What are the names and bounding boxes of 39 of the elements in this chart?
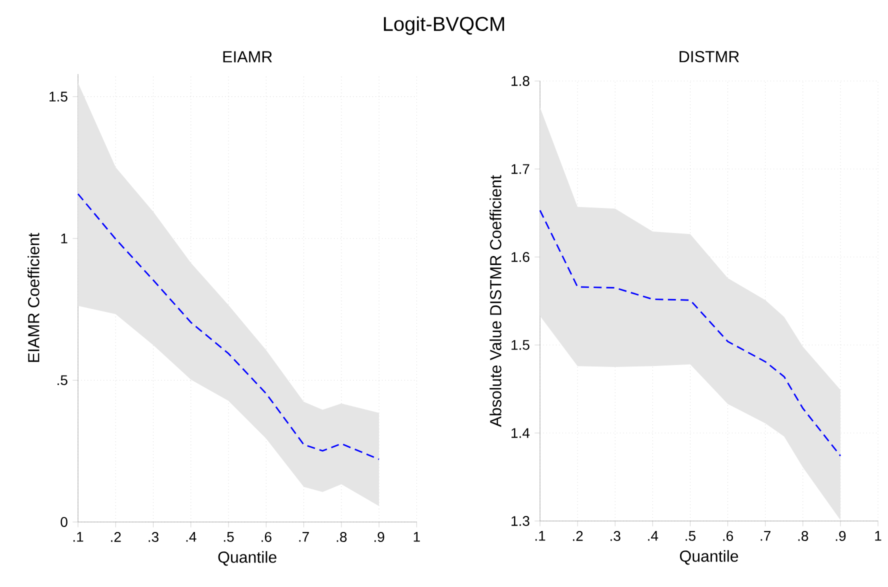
y-tick-label: 1.6 xyxy=(512,252,530,262)
line-series xyxy=(77,193,380,460)
x-tick-label: .5 xyxy=(686,531,696,541)
y-tick-label: 1.8 xyxy=(512,76,530,86)
y-tick-label: 1 xyxy=(61,234,68,244)
y-axis-title: Absolute Value DISTMR Coefficient xyxy=(490,175,502,427)
x-tick-label: .7 xyxy=(760,531,770,541)
x-tick-label: .6 xyxy=(262,532,272,542)
x-tick-label: .5 xyxy=(224,532,234,542)
chart-subtitle: DISTMR xyxy=(680,50,739,62)
x-tick-label: .7 xyxy=(299,532,309,542)
x-tick-label: .4 xyxy=(648,531,658,541)
line-series xyxy=(539,210,842,457)
x-tick-label: .3 xyxy=(148,532,158,542)
x-tick-label: .9 xyxy=(374,532,384,542)
y-tick-label: 0 xyxy=(60,517,68,527)
y-tick-label: .5 xyxy=(58,375,68,386)
x-tick-label: .1 xyxy=(535,531,546,541)
x-tick-label: .6 xyxy=(723,531,734,541)
x-tick-label: .4 xyxy=(186,532,196,542)
x-tick-label: 1 xyxy=(414,532,420,542)
x-tick-label: .1 xyxy=(73,532,84,542)
x-tick-label: .2 xyxy=(573,531,583,541)
y-tick-label: 1.3 xyxy=(512,516,530,526)
x-axis-title: Quantile xyxy=(680,550,738,565)
y-tick-label: 1.7 xyxy=(512,164,530,174)
y-axis-title: EIAMR Coefficient xyxy=(28,232,40,362)
x-axis-title: Quantile xyxy=(218,551,276,566)
y-tick-label: 1.4 xyxy=(512,428,530,438)
chart-subtitle: EIAMR xyxy=(223,51,272,62)
x-tick-label: .8 xyxy=(336,532,347,542)
y-tick-label: 1.5 xyxy=(512,340,530,350)
x-tick-label: .3 xyxy=(610,531,620,541)
x-tick-label: 1 xyxy=(875,531,882,541)
x-tick-label: .2 xyxy=(111,532,121,542)
x-tick-label: .8 xyxy=(798,531,808,541)
chart-title: Logit-BVQCM xyxy=(384,16,504,35)
x-tick-label: .9 xyxy=(836,531,846,541)
y-tick-label: 1.5 xyxy=(50,92,68,102)
